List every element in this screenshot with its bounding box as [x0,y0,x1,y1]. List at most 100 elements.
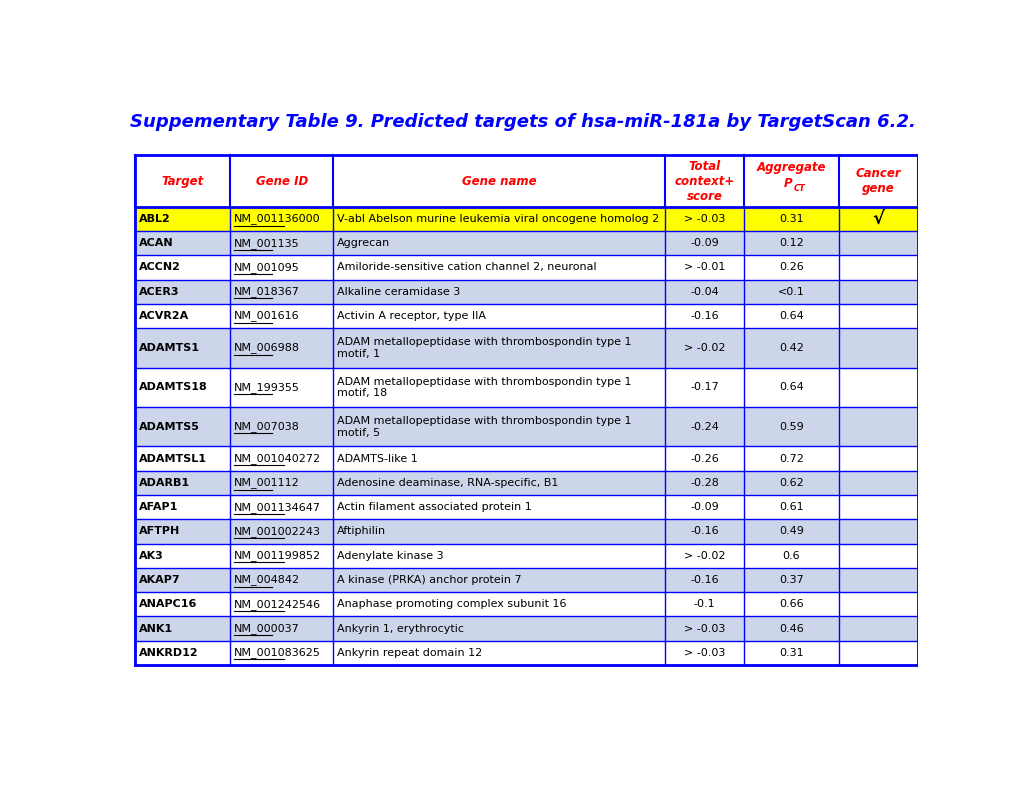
Text: NM_000037: NM_000037 [234,623,300,634]
Text: ADAMTS18: ADAMTS18 [140,382,208,392]
Text: 0.66: 0.66 [779,599,803,609]
Text: V-abl Abelson murine leukemia viral oncogene homolog 2: V-abl Abelson murine leukemia viral onco… [336,214,658,224]
Text: Amiloride-sensitive cation channel 2, neuronal: Amiloride-sensitive cation channel 2, ne… [336,262,596,273]
Text: 0.31: 0.31 [779,214,803,224]
Text: 0.37: 0.37 [779,575,803,585]
Text: -0.09: -0.09 [690,502,718,512]
Text: Adenosine deaminase, RNA-specific, B1: Adenosine deaminase, RNA-specific, B1 [336,478,557,488]
Text: > -0.02: > -0.02 [683,343,725,353]
Text: -0.26: -0.26 [690,454,718,463]
Text: -0.16: -0.16 [690,575,718,585]
Text: -0.16: -0.16 [690,526,718,537]
Text: √: √ [871,210,883,228]
Text: NM_199355: NM_199355 [234,382,300,392]
Text: Anaphase promoting complex subunit 16: Anaphase promoting complex subunit 16 [336,599,566,609]
Text: 0.59: 0.59 [779,422,803,432]
Text: NM_001242546: NM_001242546 [234,599,321,610]
Text: Gene ID: Gene ID [256,174,308,188]
Text: 0.12: 0.12 [779,238,803,248]
Bar [136,495,917,519]
Text: ADAMTSL1: ADAMTSL1 [140,454,207,463]
Text: ANK1: ANK1 [140,623,173,634]
Text: ABL2: ABL2 [140,214,171,224]
Text: ADARB1: ADARB1 [140,478,191,488]
Text: ADAM metallopeptidase with thrombospondin type 1
motif, 5: ADAM metallopeptidase with thrombospondi… [336,416,631,437]
Bar [136,328,917,368]
Text: -0.28: -0.28 [690,478,718,488]
Text: 0.49: 0.49 [779,526,803,537]
Text: 0.6: 0.6 [782,551,800,561]
Text: AFTPH: AFTPH [140,526,180,537]
Text: 0.62: 0.62 [779,478,803,488]
Text: -0.09: -0.09 [690,238,718,248]
Text: NM_004842: NM_004842 [234,574,300,585]
Text: NM_001040272: NM_001040272 [234,453,321,464]
Bar [136,544,917,568]
Text: -0.17: -0.17 [690,382,718,392]
Text: AK3: AK3 [140,551,164,561]
Bar [136,641,917,665]
Text: ACER3: ACER3 [140,287,179,297]
Text: <0.1: <0.1 [777,287,804,297]
Text: Actin filament associated protein 1: Actin filament associated protein 1 [336,502,531,512]
Text: AKAP7: AKAP7 [140,575,180,585]
Text: Aggregate: Aggregate [756,162,825,174]
Text: Adenylate kinase 3: Adenylate kinase 3 [336,551,443,561]
Text: ADAMTS-like 1: ADAMTS-like 1 [336,454,418,463]
Bar [136,519,917,544]
Text: NM_001616: NM_001616 [234,310,300,322]
Text: NM_001083625: NM_001083625 [234,647,321,658]
Text: Cancer
gene: Cancer gene [855,167,901,195]
Text: Ankyrin 1, erythrocytic: Ankyrin 1, erythrocytic [336,623,464,634]
Text: ADAMTS5: ADAMTS5 [140,422,200,432]
Text: Suppementary Table 9. Predicted targets of hsa-miR-181a by TargetScan 6.2.: Suppementary Table 9. Predicted targets … [129,113,915,131]
Text: Activin A receptor, type IIA: Activin A receptor, type IIA [336,311,485,321]
Text: ADAMTS1: ADAMTS1 [140,343,200,353]
Bar [136,304,917,328]
Text: -0.1: -0.1 [693,599,714,609]
Text: ACCN2: ACCN2 [140,262,181,273]
Bar [136,231,917,255]
Text: NM_001095: NM_001095 [234,262,300,273]
Text: ADAM metallopeptidase with thrombospondin type 1
motif, 1: ADAM metallopeptidase with thrombospondi… [336,337,631,359]
Text: CT: CT [793,184,805,193]
Text: NM_001134647: NM_001134647 [234,502,321,513]
Text: Total
context+
score: Total context+ score [674,159,734,203]
Text: NM_018367: NM_018367 [234,286,300,297]
Text: 0.31: 0.31 [779,648,803,658]
Text: 0.72: 0.72 [779,454,803,463]
Bar [136,368,917,407]
Text: > -0.03: > -0.03 [683,648,725,658]
Bar [136,447,917,470]
Text: NM_001112: NM_001112 [234,478,300,489]
Text: Ankyrin repeat domain 12: Ankyrin repeat domain 12 [336,648,482,658]
Text: > -0.01: > -0.01 [683,262,725,273]
Bar [136,407,917,447]
Text: > -0.03: > -0.03 [683,214,725,224]
Text: Alkaline ceramidase 3: Alkaline ceramidase 3 [336,287,460,297]
Text: -0.24: -0.24 [690,422,718,432]
Text: AFAP1: AFAP1 [140,502,178,512]
Text: 0.42: 0.42 [779,343,803,353]
Text: > -0.03: > -0.03 [683,623,725,634]
Text: NM_001002243: NM_001002243 [234,526,321,537]
Text: P: P [783,177,791,190]
Text: 0.26: 0.26 [779,262,803,273]
Text: ANAPC16: ANAPC16 [140,599,198,609]
Text: Gene name: Gene name [462,174,536,188]
Text: NM_006988: NM_006988 [234,343,300,353]
Text: Target: Target [162,174,204,188]
Text: ANKRD12: ANKRD12 [140,648,199,658]
Text: NM_001199852: NM_001199852 [234,550,321,561]
Text: -0.04: -0.04 [690,287,718,297]
Text: ACAN: ACAN [140,238,174,248]
Text: Aggrecan: Aggrecan [336,238,390,248]
Text: ADAM metallopeptidase with thrombospondin type 1
motif, 18: ADAM metallopeptidase with thrombospondi… [336,377,631,398]
Bar [136,255,917,280]
Bar [136,616,917,641]
Bar [136,470,917,495]
Bar [136,206,917,231]
Bar [136,568,917,592]
Text: > -0.02: > -0.02 [683,551,725,561]
Bar [136,155,917,206]
